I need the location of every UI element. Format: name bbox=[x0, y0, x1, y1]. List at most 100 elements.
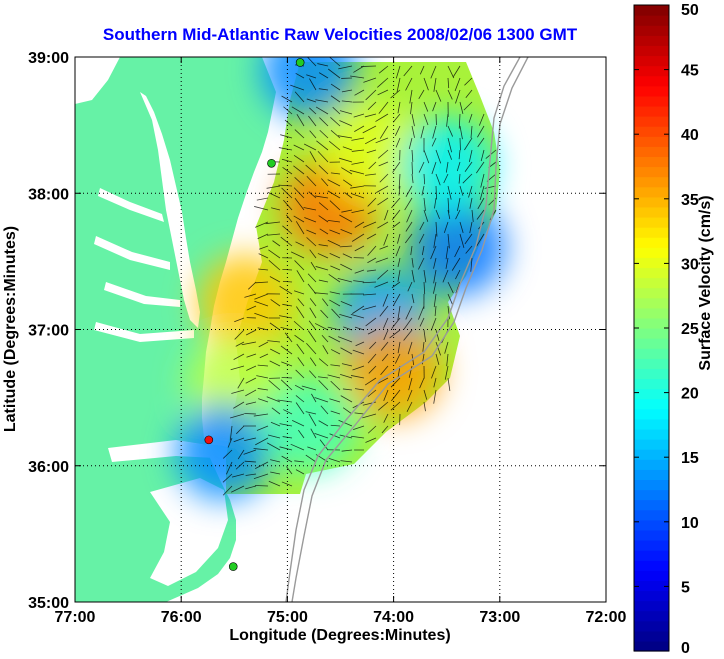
velocity-vector bbox=[241, 341, 257, 346]
velocity-vector bbox=[284, 119, 293, 127]
velocity-vector bbox=[363, 221, 377, 228]
velocity-vector bbox=[253, 413, 269, 417]
velocity-vector bbox=[295, 221, 305, 235]
velocity-vector bbox=[254, 206, 269, 211]
velocity-vector bbox=[362, 125, 377, 134]
velocity-vector bbox=[233, 353, 245, 360]
velocity-vector bbox=[380, 365, 389, 376]
velocity-vector bbox=[321, 334, 329, 343]
velocity-vector bbox=[340, 395, 353, 403]
velocity-vector bbox=[293, 320, 305, 331]
velocity-vector bbox=[309, 370, 317, 379]
velocity-vector bbox=[318, 379, 329, 391]
velocity-vector bbox=[294, 197, 305, 211]
velocity-vector bbox=[329, 252, 341, 259]
velocity-field-colors bbox=[175, 57, 506, 501]
colorbar-cell bbox=[634, 449, 669, 460]
velocity-vector bbox=[435, 341, 441, 356]
velocity-vector bbox=[411, 269, 415, 283]
velocity-vector bbox=[447, 293, 454, 306]
velocity-vector bbox=[443, 221, 449, 234]
velocity-vector bbox=[254, 221, 269, 228]
velocity-vector bbox=[330, 410, 341, 415]
velocity-vector bbox=[403, 65, 413, 77]
velocity-vector bbox=[442, 269, 449, 283]
velocity-vector bbox=[464, 77, 473, 86]
velocity-vector bbox=[407, 389, 413, 402]
radar-stations bbox=[204, 58, 305, 571]
velocity-vector bbox=[235, 461, 245, 470]
velocity-vector bbox=[327, 219, 341, 223]
velocity-vector bbox=[286, 466, 293, 475]
velocity-vector bbox=[257, 388, 269, 391]
velocity-vector bbox=[484, 185, 497, 189]
velocity-vector bbox=[315, 266, 329, 271]
velocity-vector bbox=[298, 429, 305, 439]
velocity-vector bbox=[320, 309, 329, 319]
velocity-vector bbox=[351, 137, 365, 141]
velocity-vector bbox=[445, 257, 449, 269]
bathymetry-contour bbox=[285, 57, 521, 602]
velocity-vector bbox=[431, 137, 437, 147]
velocity-vector bbox=[354, 245, 365, 252]
velocity-vector bbox=[382, 293, 389, 307]
velocity-vector bbox=[418, 257, 425, 270]
velocity-vector bbox=[258, 245, 269, 250]
velocity-vector bbox=[418, 233, 425, 244]
velocity-vector bbox=[392, 161, 401, 173]
velocity-vector bbox=[316, 140, 329, 151]
colorbar-cell bbox=[634, 610, 669, 622]
velocity-vector bbox=[423, 389, 428, 400]
colorbar-cell bbox=[634, 499, 669, 511]
x-axis-label: Longitude (Degrees:Minutes) bbox=[229, 627, 450, 644]
velocity-vector bbox=[423, 197, 426, 211]
velocity-vector bbox=[423, 113, 429, 126]
velocity-vector bbox=[366, 149, 377, 154]
velocity-vector bbox=[311, 393, 317, 403]
velocity-vector bbox=[294, 91, 305, 103]
velocity-vector bbox=[266, 185, 281, 189]
velocity-vector bbox=[447, 377, 451, 392]
velocity-vector bbox=[281, 187, 293, 199]
velocity-vector bbox=[322, 345, 329, 355]
velocity-vector bbox=[350, 75, 365, 79]
velocity-vector bbox=[222, 485, 233, 496]
velocity-vector bbox=[423, 209, 429, 222]
velocity-vector bbox=[330, 95, 341, 103]
velocity-vector bbox=[340, 347, 353, 355]
velocity-vector bbox=[390, 401, 401, 411]
velocity-vector bbox=[290, 443, 305, 451]
velocity-vector bbox=[296, 270, 305, 283]
velocity-vector bbox=[405, 185, 413, 197]
velocity-vector bbox=[318, 164, 329, 175]
velocity-vector bbox=[315, 99, 329, 103]
velocity-vector bbox=[245, 485, 257, 490]
velocity-vector bbox=[392, 113, 401, 123]
colorbar-cell bbox=[634, 237, 669, 248]
y-tick-label: 38:00 bbox=[28, 186, 69, 203]
velocity-vector bbox=[435, 185, 438, 200]
velocity-vector bbox=[330, 424, 341, 427]
colorbar-cell bbox=[634, 116, 669, 127]
colorbar-cell bbox=[634, 550, 669, 561]
velocity-vector bbox=[306, 237, 317, 247]
velocity-vector bbox=[266, 396, 281, 403]
velocity-vector bbox=[411, 173, 414, 184]
velocity-vector bbox=[397, 269, 401, 282]
velocity-vector bbox=[279, 446, 293, 451]
velocity-vector bbox=[295, 72, 305, 79]
velocity-vector bbox=[293, 144, 305, 151]
velocity-vector bbox=[381, 425, 389, 434]
velocity-vector bbox=[451, 257, 461, 271]
velocity-vector bbox=[367, 353, 377, 364]
velocity-vector bbox=[294, 460, 305, 463]
velocity-vector bbox=[278, 184, 293, 187]
velocity-vector bbox=[281, 481, 293, 487]
colorbar-cell bbox=[634, 459, 669, 470]
velocity-vector bbox=[455, 89, 461, 104]
colorbar-cell bbox=[634, 156, 669, 168]
velocity-vector bbox=[256, 425, 269, 431]
velocity-vector bbox=[330, 117, 341, 127]
colorbar-cell bbox=[634, 136, 669, 147]
velocity-vector bbox=[480, 173, 485, 188]
